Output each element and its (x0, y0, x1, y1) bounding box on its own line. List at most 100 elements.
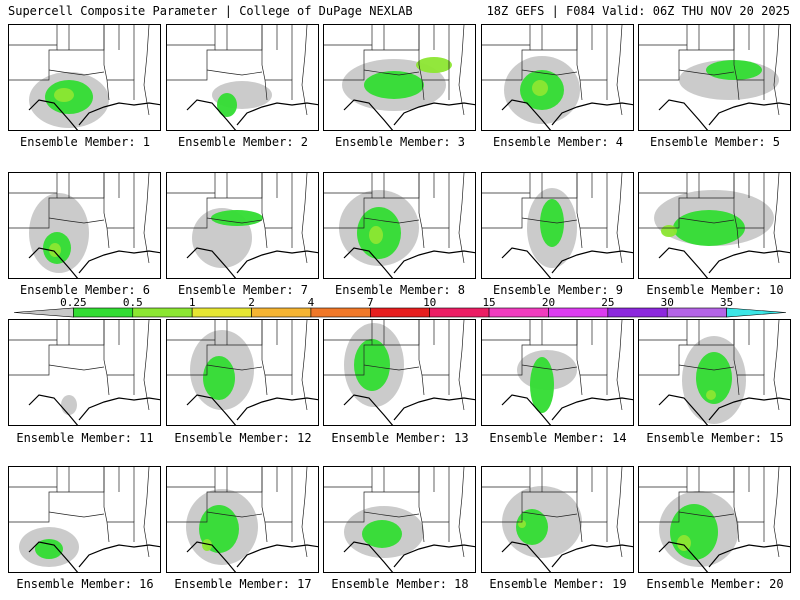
state-boundaries (9, 25, 150, 116)
colorbar-tick-label: 0.5 (123, 296, 143, 309)
ensemble-map-panel (166, 24, 319, 131)
coastline (28, 99, 160, 130)
state-boundaries (9, 320, 150, 411)
scp-shading (342, 57, 452, 111)
map-canvas (639, 173, 790, 278)
ensemble-map-panel (481, 172, 634, 279)
map-canvas (9, 25, 160, 130)
state-boundaries (324, 173, 465, 264)
ensemble-map-panel (638, 319, 791, 426)
state-boundaries (482, 320, 623, 411)
colorbar-segment (310, 307, 371, 318)
ensemble-map-panel (323, 466, 476, 573)
scp-shading (186, 489, 258, 565)
map-canvas (482, 25, 633, 130)
state-boundaries (167, 25, 308, 116)
map-canvas (167, 320, 318, 425)
header-valid-time: 18Z GEFS | F084 Valid: 06Z THU NOV 20 20… (486, 4, 790, 18)
state-boundaries (167, 320, 308, 411)
colorbar-tick-label: 30 (661, 296, 674, 309)
state-boundaries (482, 25, 623, 116)
colorbar-segment (488, 307, 549, 318)
colorbar-tick-label: 10 (423, 296, 436, 309)
coastline (343, 247, 475, 278)
scp-shading (654, 190, 774, 246)
scp-shading (190, 330, 254, 410)
ensemble-map-panel (638, 172, 791, 279)
state-boundaries (9, 467, 150, 558)
coastline (186, 247, 318, 278)
ensemble-map-panel (8, 24, 161, 131)
coastline (28, 394, 160, 425)
ensemble-member-label: Ensemble Member: 17 (174, 577, 312, 591)
ensemble-member-label: Ensemble Member: 2 (177, 135, 309, 149)
map-canvas (9, 173, 160, 278)
colorbar-segment (73, 307, 134, 318)
ensemble-member-label: Ensemble Member: 19 (489, 577, 627, 591)
state-boundaries (324, 320, 465, 411)
scp-shading (212, 81, 272, 117)
map-canvas (324, 320, 475, 425)
map-canvas (167, 467, 318, 572)
ensemble-member-label: Ensemble Member: 4 (492, 135, 624, 149)
scp-shading (29, 193, 89, 273)
map-canvas (324, 173, 475, 278)
colorbar-tick-label: 1 (189, 296, 196, 309)
map-canvas (639, 320, 790, 425)
state-boundaries (639, 25, 780, 116)
coastline (186, 394, 318, 425)
scp-shading (344, 506, 424, 558)
coastline (501, 247, 633, 278)
ensemble-map-panel (323, 172, 476, 279)
colorbar-tick-label: 4 (308, 296, 315, 309)
scp-shading (344, 323, 404, 407)
map-canvas (639, 25, 790, 130)
state-boundaries (167, 173, 308, 264)
state-boundaries (167, 467, 308, 558)
ensemble-map-panel (166, 319, 319, 426)
ensemble-map-panel (323, 24, 476, 131)
scp-shading (61, 395, 77, 415)
scp-shading (659, 491, 739, 567)
colorbar-segment (548, 307, 609, 318)
ensemble-member-label: Ensemble Member: 9 (492, 283, 624, 297)
ensemble-member-label: Ensemble Member: 15 (646, 431, 784, 445)
colorbar-tick-label: 35 (720, 296, 733, 309)
ensemble-member-label: Ensemble Member: 10 (646, 283, 784, 297)
ensemble-map-panel (638, 466, 791, 573)
coastline (343, 99, 475, 130)
scp-shading (527, 188, 577, 268)
ensemble-member-label: Ensemble Member: 8 (334, 283, 466, 297)
scp-shading (339, 190, 419, 266)
scp-shading (504, 56, 580, 124)
map-canvas (324, 467, 475, 572)
ensemble-map-panel (481, 24, 634, 131)
scp-shading (19, 527, 79, 567)
state-boundaries (324, 467, 465, 558)
ensemble-member-label: Ensemble Member: 11 (16, 431, 154, 445)
map-canvas (482, 467, 633, 572)
ensemble-member-label: Ensemble Member: 12 (174, 431, 312, 445)
colorbar-segment (13, 307, 74, 318)
colorbar-tick-label: 15 (482, 296, 495, 309)
state-boundaries (639, 173, 780, 264)
scp-shading (679, 60, 779, 100)
coastline (343, 541, 475, 572)
coastline (658, 99, 790, 130)
colorbar-segment (607, 307, 668, 318)
coastline (28, 247, 160, 278)
map-canvas (167, 173, 318, 278)
colorbar-tick-label: 25 (601, 296, 614, 309)
map-canvas (482, 173, 633, 278)
colorbar-legend: 0.25 0.5 1 2 4 7 10 15 20 25 30 35 (13, 296, 787, 318)
colorbar-segment (370, 307, 430, 318)
ensemble-member-label: Ensemble Member: 13 (331, 431, 469, 445)
coastline (186, 99, 318, 130)
ensemble-map-panel (323, 319, 476, 426)
ensemble-member-label: Ensemble Member: 16 (16, 577, 154, 591)
state-boundaries (639, 320, 780, 411)
colorbar-segment (429, 307, 490, 318)
ensemble-member-label: Ensemble Member: 6 (19, 283, 151, 297)
coastline (501, 541, 633, 572)
coastline (28, 541, 160, 572)
